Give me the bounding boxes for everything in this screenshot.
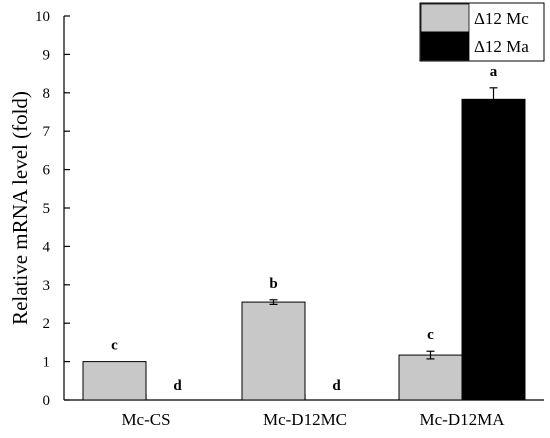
bar <box>461 98 526 401</box>
significance-letter: d <box>173 378 182 394</box>
legend-label: Δ12 Mc <box>474 9 529 28</box>
x-tick-label: Mc-D12MC <box>263 410 347 429</box>
y-tick-label: 3 <box>43 278 51 294</box>
y-tick-label: 7 <box>43 124 51 140</box>
y-tick-label: 4 <box>43 239 51 255</box>
legend-label: Δ12 Ma <box>474 37 529 56</box>
y-tick-label: 5 <box>43 201 51 217</box>
significance-letter: a <box>490 64 498 80</box>
bars <box>82 87 526 401</box>
y-tick-label: 10 <box>35 9 50 25</box>
significance-letter: d <box>332 378 341 394</box>
legend-swatch <box>420 3 470 33</box>
y-tick-label: 0 <box>43 393 51 409</box>
bar <box>241 301 306 401</box>
significance-letter: c <box>111 338 118 354</box>
bar <box>82 361 147 401</box>
significance-letter: c <box>427 327 434 343</box>
bar <box>398 354 463 401</box>
y-tick-label: 1 <box>43 355 51 371</box>
y-axis-label: Relative mRNA level (fold) <box>8 91 32 325</box>
labels: 0 1 2 3 4 5 6 7 8 9 10 Mc-CS Mc-D12MC Mc-D12MA Relativ… <box>8 9 505 429</box>
y-tick-label: 6 <box>43 163 51 179</box>
legend-swatch <box>420 31 470 61</box>
y-tick-label: 9 <box>43 47 51 63</box>
x-tick-label: Mc-D12MA <box>420 410 506 429</box>
y-tick-label: 2 <box>43 316 51 332</box>
y-tick-label: 8 <box>43 86 51 102</box>
significance-letter: b <box>269 276 277 292</box>
x-tick-label: Mc-CS <box>121 410 170 429</box>
legend: Δ12 Mc Δ12 Ma <box>419 2 545 62</box>
